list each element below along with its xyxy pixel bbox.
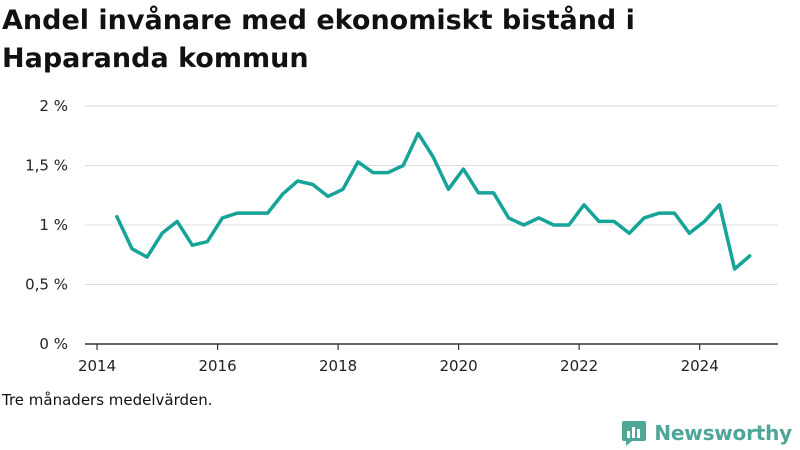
series-line: [115, 131, 752, 271]
x-tick-label: 2022: [560, 357, 598, 375]
x-tick-label: 2024: [681, 357, 719, 375]
brand-name: Newsworthy: [654, 421, 792, 445]
brand: Newsworthy: [621, 418, 792, 448]
y-tick-label: 0,5 %: [25, 276, 68, 294]
y-tick-label: 1 %: [39, 216, 68, 234]
y-tick-label: 2 %: [39, 97, 68, 115]
x-tick-label: 2014: [78, 357, 116, 375]
line-chart: 0 % 0,5 % 1 % 1,5 % 2 % 2014 2016 2018 2020 2022 2…: [25, 97, 778, 375]
newsworthy-logo-icon: [622, 421, 647, 446]
y-tick-label: 1,5 %: [25, 157, 68, 175]
x-tick-label: 2020: [440, 357, 478, 375]
chart-title: Andel invånare med ekonomiskt bistånd i …: [2, 5, 635, 74]
chart-area: 0 % 0,5 % 1 % 1,5 % 2 % 2014 2016 2018 2020 2022 2…: [0, 90, 800, 384]
x-tick-label: 2018: [319, 357, 357, 375]
y-tick-label: 0 %: [39, 335, 68, 353]
x-tick-label: 2016: [198, 357, 236, 375]
chart-note: Tre månaders medelvärden.: [2, 391, 213, 409]
